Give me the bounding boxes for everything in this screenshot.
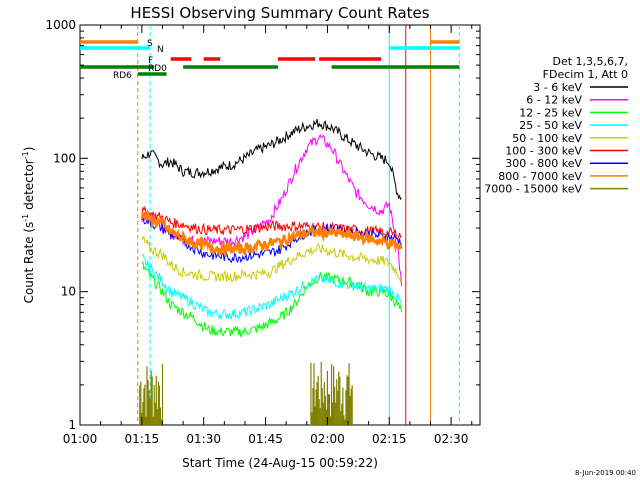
x-tick-label: 02:00 — [310, 432, 345, 446]
legend-entry-label: 3 - 6 keV — [533, 81, 582, 94]
series-line — [141, 234, 402, 283]
x-axis-ticks: 01:00 01:15 01:30 01:45 02:00 02:15 02:30 — [63, 25, 473, 446]
plot-frame — [79, 24, 481, 426]
legend-header-config: FDecim 1, Att 0 — [543, 68, 628, 81]
legend-header-detectors: Det 1,3,5,6,7, — [552, 55, 628, 68]
flag-f-label: F — [148, 56, 153, 66]
y-tick-label: 10 — [61, 285, 76, 299]
y-tick-label: 1000 — [45, 18, 76, 32]
high-energy-bursts — [139, 361, 353, 425]
y-axis-label: Count Rate (s-1 detector-1) — [21, 147, 36, 304]
y-axis-ticks: 1 10 100 1000 — [45, 18, 480, 432]
legend-entry-label: 800 - 7000 keV — [498, 170, 582, 183]
legend: Det 1,3,5,6,7, FDecim 1, Att 0 3 - 6 keV… — [484, 55, 628, 196]
legend-entry-label: 7000 - 15000 keV — [484, 183, 582, 196]
flag-s-label: S — [147, 39, 153, 49]
flag-rd0-label: RD0 — [148, 64, 167, 74]
chart-title: HESSI Observing Summary Count Rates — [130, 4, 429, 22]
flag-n-label: N — [157, 45, 164, 55]
series-line — [141, 133, 403, 287]
x-axis-label: Start Time (24-Aug-15 00:59:22) — [182, 456, 378, 470]
x-tick-label: 01:15 — [125, 432, 160, 446]
y-tick-label: 1 — [68, 418, 76, 432]
x-tick-label: 01:30 — [186, 432, 221, 446]
series-line — [141, 118, 402, 200]
footer-date: 8-Jun-2019 00:40 — [575, 469, 636, 477]
series-line — [141, 253, 403, 320]
series-line — [140, 208, 403, 258]
x-tick-label: 01:45 — [248, 432, 283, 446]
x-tick-label: 02:30 — [434, 432, 469, 446]
x-tick-label: 01:00 — [63, 432, 98, 446]
legend-entry-label: 6 - 12 keV — [526, 94, 582, 107]
vertical-markers — [137, 25, 460, 425]
series-lines — [140, 118, 403, 338]
x-tick-label: 02:15 — [372, 432, 407, 446]
legend-entry-label: 100 - 300 keV — [505, 145, 582, 158]
legend-entry-label: 50 - 100 keV — [512, 132, 582, 145]
flag-rd6-label: RD6 — [113, 71, 132, 81]
legend-entry-label: 25 - 50 keV — [519, 119, 582, 132]
legend-entry-label: 12 - 25 keV — [519, 106, 582, 119]
y-tick-label: 100 — [53, 151, 76, 165]
legend-entry-label: 300 - 800 keV — [505, 157, 582, 170]
